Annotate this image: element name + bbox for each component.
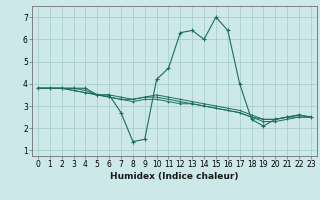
X-axis label: Humidex (Indice chaleur): Humidex (Indice chaleur): [110, 172, 239, 181]
